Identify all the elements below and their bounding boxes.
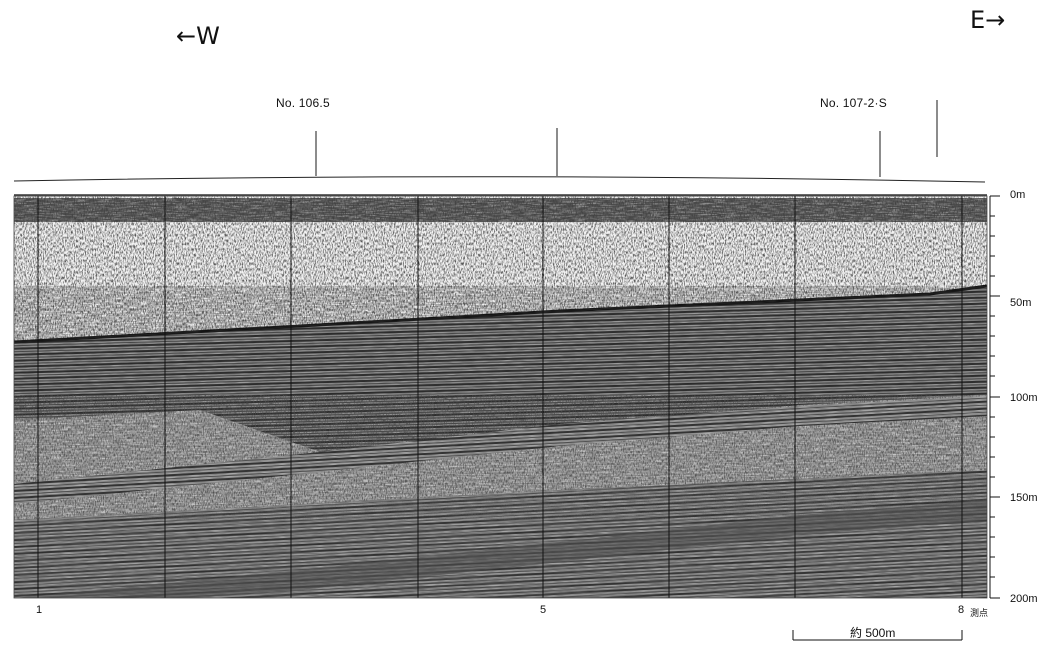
station-label-107-2-s: No. 107-2·S — [820, 96, 887, 110]
depth-label-200m: 200m — [1010, 593, 1038, 605]
fix-lines — [37, 196, 963, 598]
point-label-1: 1 — [36, 604, 43, 616]
survey-track-line — [13, 176, 986, 183]
scale-bar-label: 約 500m — [850, 626, 896, 640]
depth-label-50m: 50m — [1010, 297, 1032, 309]
depth-label-150m: 150m — [1010, 492, 1038, 504]
seismic-section — [14, 196, 987, 598]
point-label-5: 5 — [540, 604, 547, 616]
depth-axis — [989, 195, 1000, 599]
east-direction-label: E→ — [970, 6, 1006, 34]
west-direction-label: ←W — [176, 22, 220, 50]
depth-label-100m: 100m — [1010, 392, 1038, 404]
scale-bar — [792, 630, 963, 641]
station-label-106-5: No. 106.5 — [276, 96, 330, 110]
depth-label-0m: 0m — [1010, 189, 1026, 201]
point-label-8: 8 — [958, 604, 965, 616]
point-unit-label: 測点 — [970, 608, 989, 618]
